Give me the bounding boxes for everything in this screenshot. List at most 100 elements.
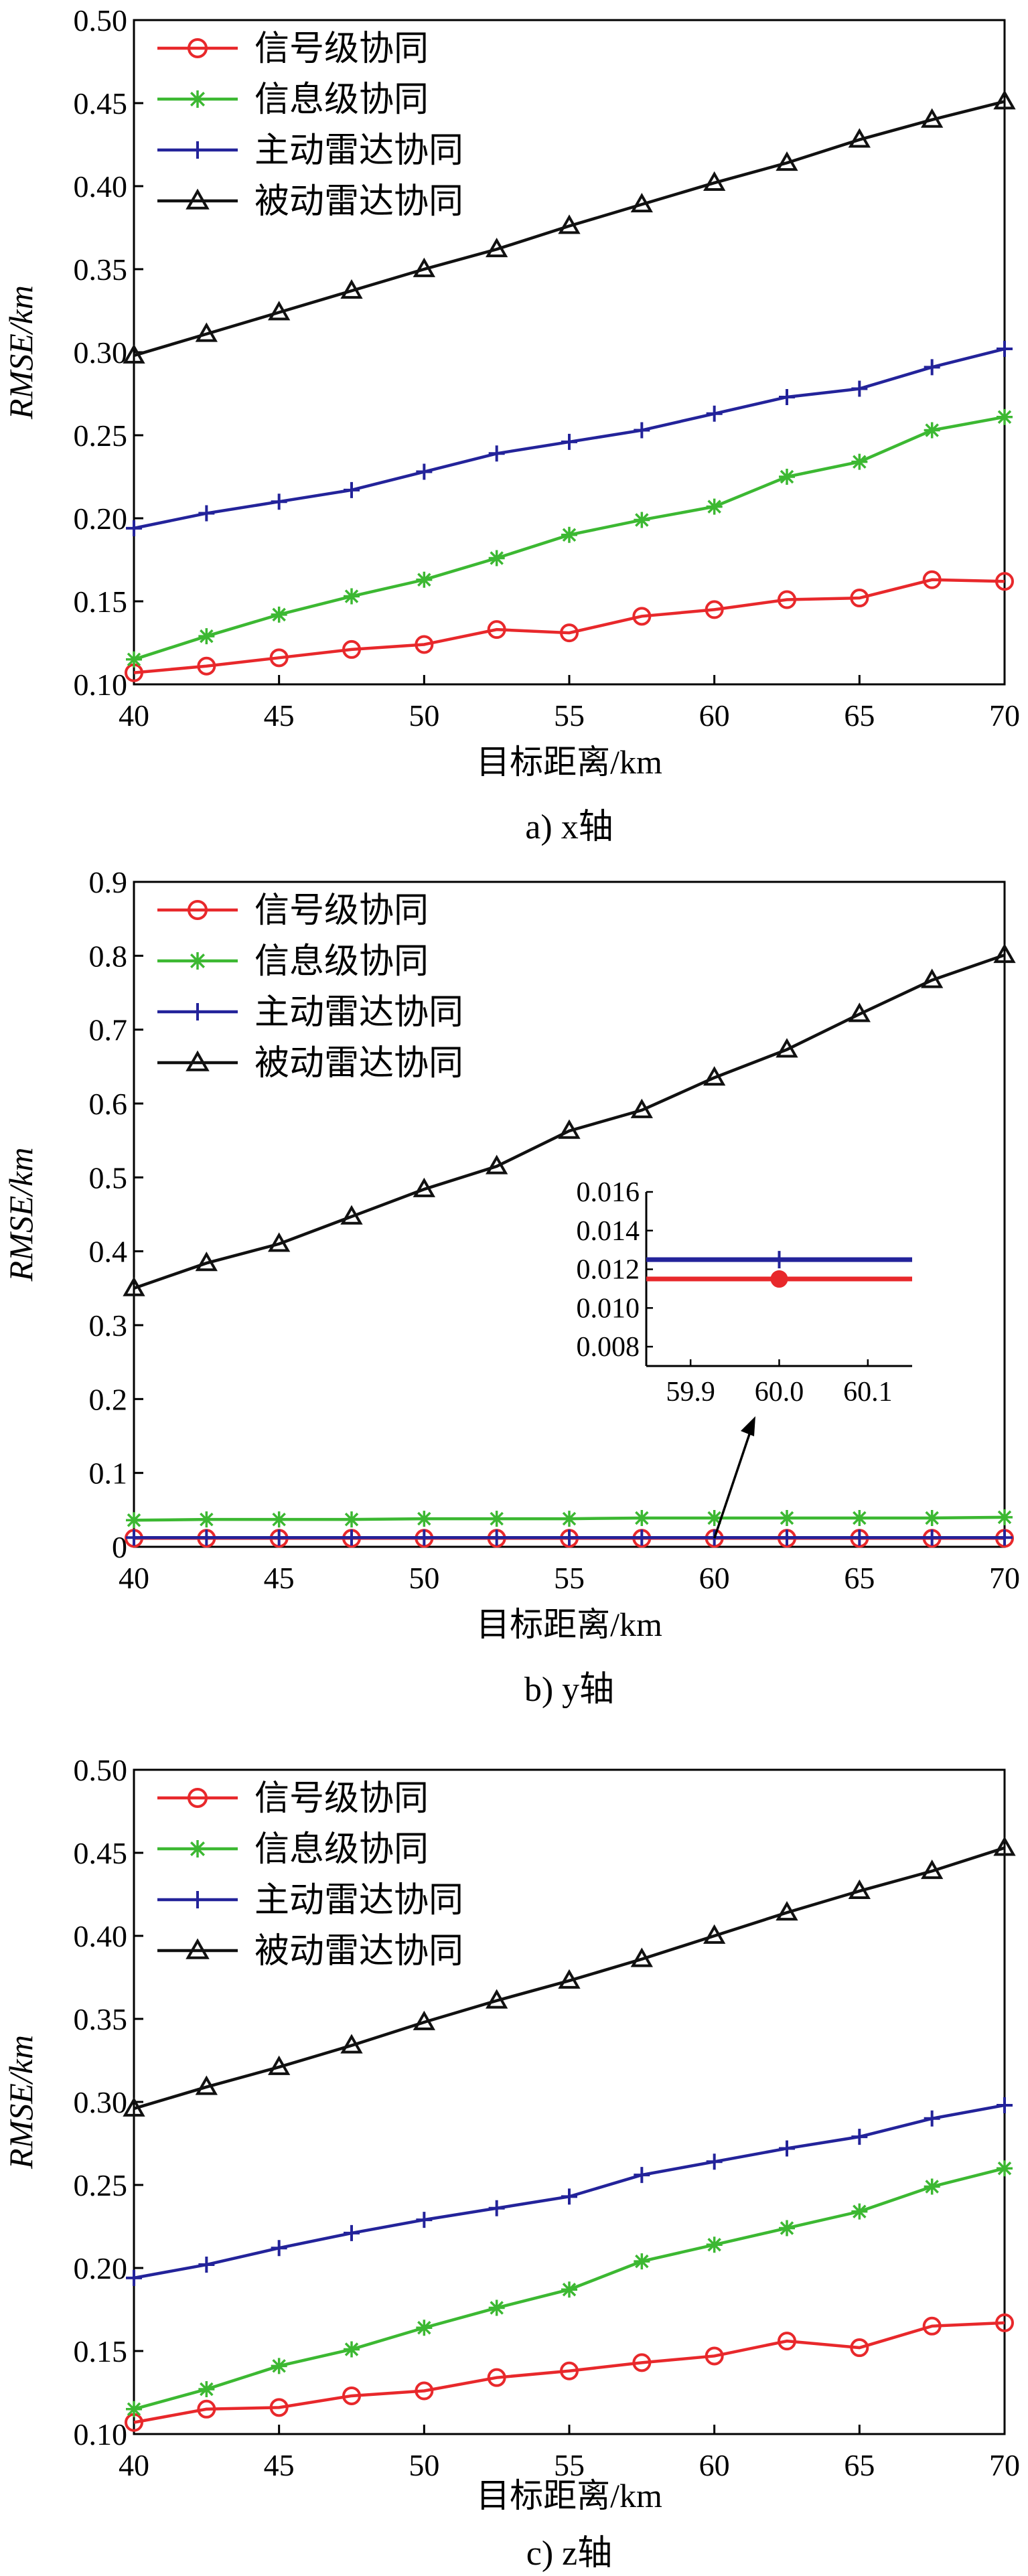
legend-label: 信息级协同: [254, 1831, 429, 1869]
inset-arrow-line: [713, 1428, 753, 1539]
data-point: [340, 279, 363, 299]
legend-marker: [189, 1891, 206, 1908]
data-point: [630, 1098, 653, 1118]
data-point: [706, 405, 723, 422]
data-point: [268, 301, 291, 321]
data-point: [268, 1232, 291, 1252]
inset-x-tick-label: 60.1: [843, 1377, 893, 1408]
data-point: [779, 388, 795, 405]
legend-label: 信号级协同: [254, 892, 429, 930]
data-point: [997, 341, 1013, 358]
data-point: [198, 628, 215, 645]
data-point: [344, 1511, 360, 1528]
data-point: [416, 463, 433, 480]
data-point: [848, 128, 871, 148]
data-point: [703, 1924, 726, 1944]
data-point: [995, 2313, 1014, 2332]
legend-label: 被动雷达协同: [254, 183, 463, 221]
data-point: [776, 1901, 798, 1921]
x-tick-label: 70: [989, 2448, 1020, 2482]
data-point: [993, 90, 1016, 110]
data-point: [776, 151, 798, 171]
series-3: [126, 2097, 1013, 2286]
data-point: [268, 2055, 291, 2075]
data-point: [561, 1511, 577, 1527]
data-point: [779, 2220, 795, 2237]
data-point: [416, 571, 433, 588]
y-tick-label: 0.50: [74, 1753, 128, 1787]
data-point: [997, 408, 1013, 425]
data-point: [344, 2224, 360, 2241]
data-point: [995, 572, 1014, 591]
data-point: [779, 1509, 795, 1526]
x-tick-label: 55: [554, 698, 585, 733]
data-point: [705, 2346, 724, 2366]
data-point: [340, 2034, 363, 2054]
data-point: [924, 359, 940, 376]
series-1: [125, 570, 1014, 682]
series-line: [133, 954, 1005, 1290]
data-point: [848, 1879, 871, 1899]
data-point: [198, 1529, 215, 1546]
data-point: [703, 171, 726, 191]
data-point: [924, 422, 940, 439]
legend-label: 主动雷达协同: [254, 132, 463, 170]
data-point: [415, 2381, 434, 2401]
data-point: [126, 1529, 142, 1546]
data-point: [344, 481, 360, 498]
x-tick-label: 60: [699, 698, 730, 733]
data-point: [126, 651, 142, 668]
data-point: [776, 1038, 798, 1058]
data-point: [924, 2110, 940, 2127]
series-line: [133, 1846, 1005, 2111]
x-tick-label: 60: [699, 2448, 730, 2482]
data-point: [850, 2338, 869, 2358]
data-point: [848, 1002, 871, 1022]
data-point: [344, 2341, 360, 2358]
data-point: [195, 322, 218, 342]
x-tick-label: 70: [989, 1561, 1020, 1595]
legend-marker: [189, 1840, 206, 1858]
data-point: [126, 1512, 142, 1529]
x-tick-label: 55: [554, 1561, 585, 1595]
legend-label: 信息级协同: [254, 943, 429, 981]
y-tick-label: 0.10: [74, 2417, 128, 2451]
data-point: [634, 2253, 650, 2270]
data-point: [271, 1511, 287, 1528]
data-point: [703, 1066, 726, 1086]
x-tick-label: 65: [844, 698, 875, 733]
x-tick-label: 65: [844, 2448, 875, 2482]
x-tick-label: 55: [554, 2448, 585, 2482]
data-point: [271, 494, 287, 510]
data-point: [997, 2097, 1013, 2113]
legend-marker: [188, 900, 208, 920]
series-4: [123, 1836, 1016, 2117]
data-point: [851, 380, 868, 397]
data-point: [413, 1177, 435, 1197]
data-point: [415, 635, 434, 654]
series-line: [133, 2321, 1005, 2424]
y-tick-label: 0.35: [74, 252, 128, 287]
data-point: [195, 1252, 218, 1272]
y-axis-title: RMSE/km: [2, 1148, 40, 1282]
data-point: [123, 2097, 145, 2117]
data-point: [271, 1529, 287, 1546]
data-point: [706, 2237, 723, 2253]
legend-marker: [188, 1788, 208, 1808]
legend-label: 主动雷达协同: [254, 994, 463, 1032]
data-point: [126, 2269, 142, 2286]
data-point: [630, 193, 653, 213]
data-point: [342, 639, 361, 659]
legend-label: 被动雷达协同: [254, 1933, 463, 1971]
data-point: [851, 453, 868, 470]
x-axis-title: 目标距离/km: [476, 743, 662, 781]
data-point: [344, 588, 360, 605]
x-tick-label: 50: [409, 1561, 439, 1595]
legend-marker: [189, 90, 206, 108]
data-point: [488, 1511, 505, 1527]
y-tick-label: 0.7: [89, 1013, 128, 1047]
y-tick-label: 0.20: [74, 2251, 128, 2285]
x-tick-label: 70: [989, 698, 1020, 733]
data-point: [779, 1529, 795, 1546]
